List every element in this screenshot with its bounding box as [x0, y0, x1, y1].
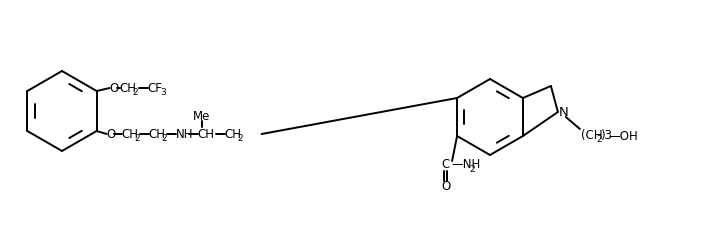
Text: Me: Me: [193, 109, 210, 123]
Text: CH: CH: [122, 127, 139, 141]
Text: C: C: [442, 158, 450, 172]
Text: —OH: —OH: [609, 130, 638, 142]
Text: O: O: [441, 179, 450, 192]
Text: O: O: [109, 81, 119, 94]
Text: 2: 2: [469, 164, 475, 174]
Text: CH: CH: [119, 81, 137, 94]
Text: O: O: [107, 127, 116, 141]
Text: CF: CF: [148, 81, 163, 94]
Text: CH: CH: [225, 127, 242, 141]
Text: CH: CH: [198, 127, 215, 141]
Text: (CH: (CH: [581, 130, 602, 142]
Text: )3: )3: [600, 130, 612, 142]
Text: —NH: —NH: [451, 158, 481, 172]
Text: 2: 2: [161, 134, 167, 142]
Text: NH: NH: [176, 127, 193, 141]
Text: 2: 2: [596, 136, 602, 145]
Text: CH: CH: [149, 127, 166, 141]
Text: N: N: [559, 105, 569, 119]
Text: 2: 2: [133, 87, 138, 97]
Text: 2: 2: [237, 134, 243, 142]
Text: 3: 3: [161, 87, 166, 97]
Text: 2: 2: [134, 134, 140, 142]
